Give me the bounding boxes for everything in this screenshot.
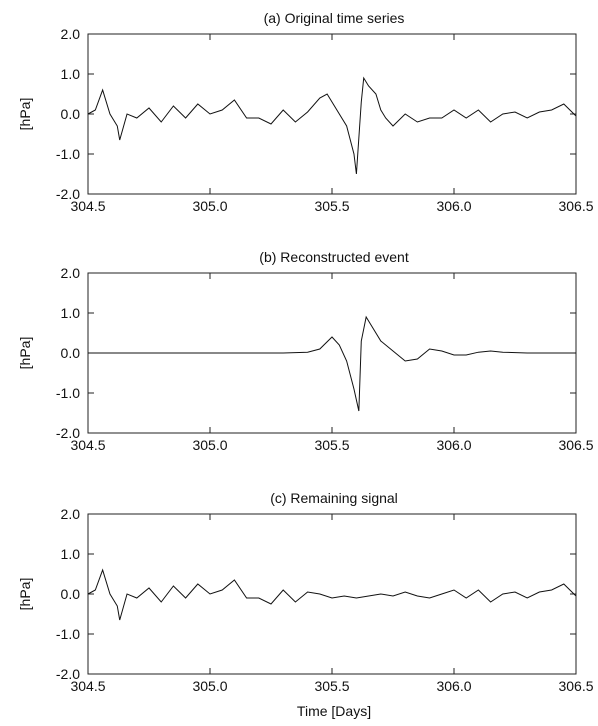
panel-a-y-tick-label: 0.0 [61,106,81,122]
panel-b-y-ticks: 2.0 1.0 0.0 -1.0 -2.0 [56,265,576,441]
panel-c-y-tick-label: -1.0 [56,626,80,642]
panel-a-y-ticks: 2.0 1.0 0.0 -1.0 -2.0 [56,26,576,202]
panel-b: (b) Reconstructed event 304.5 305.0 305.5 3… [17,249,594,453]
panel-b-y-tick-label: -2.0 [56,425,80,441]
panel-b-x-ticks: 304.5 305.0 305.5 306.0 306.5 [70,273,594,453]
panel-b-x-tick-label: 305.5 [314,437,349,453]
panel-a-x-tick-label: 306.5 [558,198,593,214]
panel-c-y-ticks: 2.0 1.0 0.0 -1.0 -2.0 [56,506,576,682]
panel-b-x-tick-label: 306.5 [558,437,593,453]
panel-c-x-tick-label: 305.5 [314,678,349,694]
panel-a-y-tick-label: 1.0 [61,66,81,82]
panel-b-x-tick-label: 304.5 [70,437,105,453]
panel-c-x-tick-label: 306.5 [558,678,593,694]
panel-c-y-tick-label: 0.0 [61,586,81,602]
panel-c: (c) Remaining signal 304.5 305.0 305.5 306.… [17,490,594,719]
panel-a-x-tick-label: 305.5 [314,198,349,214]
panel-a-y-tick-label: 2.0 [61,26,81,42]
panel-b-y-tick-label: 0.0 [61,345,81,361]
panel-b-y-tick-label: 1.0 [61,305,81,321]
panel-b-y-tick-label: -1.0 [56,385,80,401]
panel-b-x-tick-label: 306.0 [436,437,471,453]
panel-c-x-axis-label: Time [Days] [297,703,371,719]
panel-c-y-axis-label: [hPa] [17,578,33,611]
panel-a-x-ticks: 304.5 305.0 305.5 306.0 306.5 [70,34,594,214]
panel-c-series-line [87,568,577,621]
panel-a-y-tick-label: -2.0 [56,186,80,202]
panel-a-y-tick-label: -1.0 [56,146,80,162]
panel-a-x-tick-label: 306.0 [436,198,471,214]
panel-b-x-tick-label: 305.0 [192,437,227,453]
panel-c-x-ticks: 304.5 305.0 305.5 306.0 306.5 [70,514,594,694]
panel-a: (a) Original time series 304.5 305.0 305.5… [17,10,594,214]
panel-b-series-line [88,315,576,412]
panel-c-x-tick-label: 306.0 [436,678,471,694]
panel-a-series-line [87,76,577,175]
panel-b-title: (b) Reconstructed event [259,249,409,265]
panel-c-x-tick-label: 304.5 [70,678,105,694]
panel-a-y-axis-label: [hPa] [17,98,33,131]
panel-c-title: (c) Remaining signal [270,490,398,506]
panel-c-y-tick-label: -2.0 [56,666,80,682]
panel-a-title: (a) Original time series [264,10,405,26]
panel-c-y-tick-label: 1.0 [61,546,81,562]
panel-c-y-tick-label: 2.0 [61,506,81,522]
panel-c-x-tick-label: 305.0 [192,678,227,694]
panel-b-y-tick-label: 2.0 [61,265,81,281]
panel-a-x-tick-label: 305.0 [192,198,227,214]
panel-b-y-axis-label: [hPa] [17,337,33,370]
panel-a-x-tick-label: 304.5 [70,198,105,214]
